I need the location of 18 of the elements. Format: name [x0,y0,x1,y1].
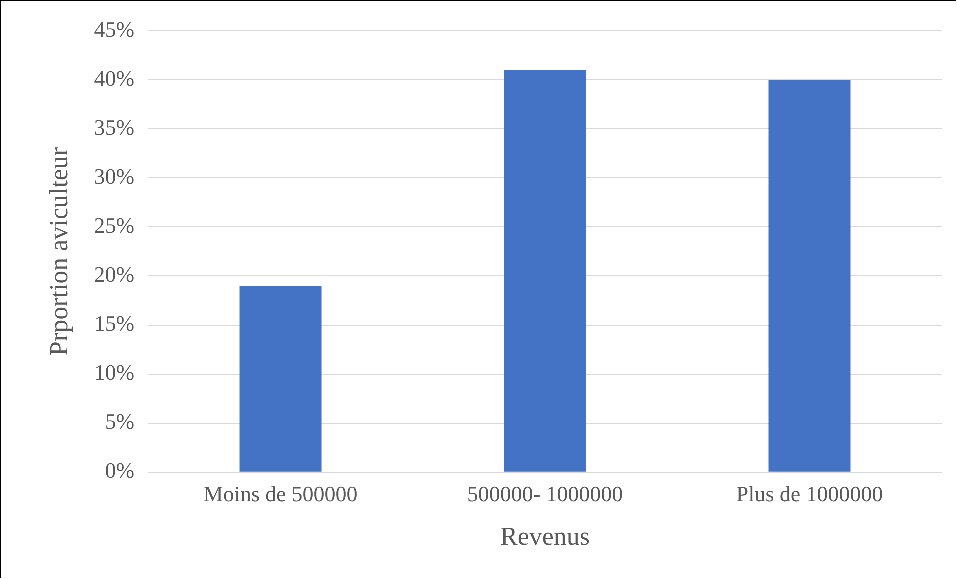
y-tick-label: 0% [105,458,135,484]
y-axis-title: Prportion aviculteur [44,147,74,356]
bar [768,80,851,472]
y-tick-label: 35% [94,114,135,140]
y-tick-label: 15% [94,311,135,336]
y-tick-label: 10% [94,360,135,386]
y-tick-label: 25% [94,212,135,238]
x-tick-label: 500000- 1000000 [467,481,624,506]
y-tick-label: 30% [94,164,135,189]
bar [240,286,322,472]
y-tick-label: 5% [105,409,135,434]
y-tick-label: 40% [94,66,135,91]
bar [504,70,586,472]
y-tick-label: 20% [94,262,135,288]
y-tick-label: 45% [94,16,135,42]
x-tick-label: Moins de 500000 [204,481,358,506]
x-tick-label: Plus de 1000000 [736,481,884,506]
x-axis-title: Revenus [500,522,590,552]
